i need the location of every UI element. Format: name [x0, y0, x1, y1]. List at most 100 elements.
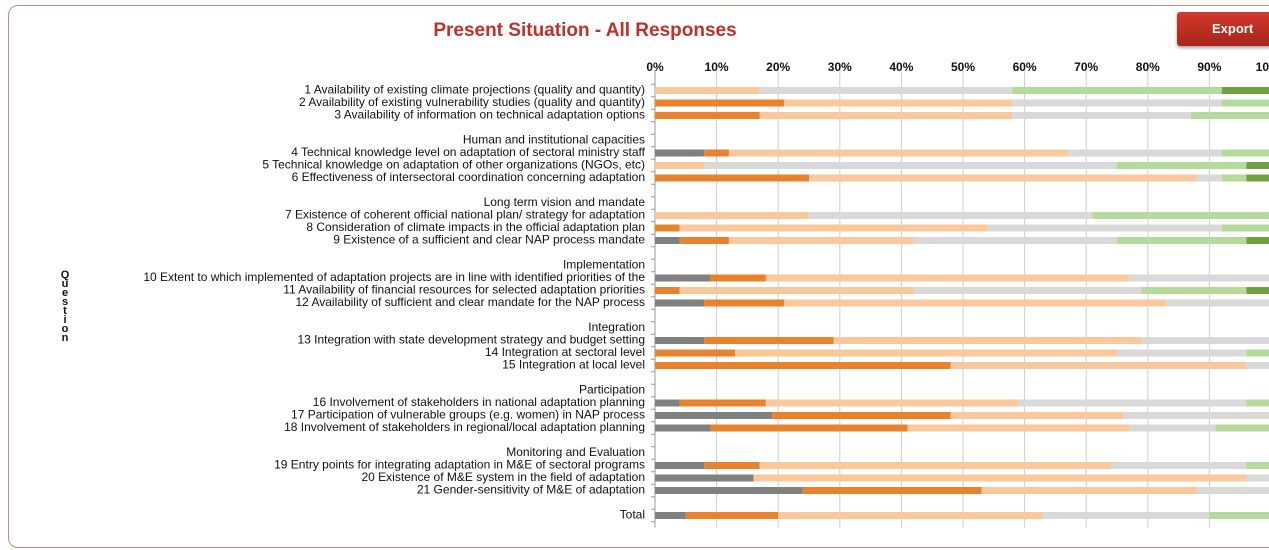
bar-segment: [759, 87, 1013, 94]
bar-segment: [809, 174, 1198, 182]
y-tick-label: Monitoring and Evaluation: [506, 445, 645, 459]
y-tick-label: 9 Existence of a sufficient and clear NA…: [333, 233, 645, 247]
bar-segment: [728, 237, 914, 244]
bar-segment: [784, 99, 1013, 107]
bar-segment: [1190, 112, 1269, 119]
bar-segment: [753, 474, 1247, 482]
bar-segment: [987, 224, 1222, 232]
x-tick-label: 60%: [1013, 60, 1037, 74]
y-tick-label: 1 Availability of existing climate proje…: [304, 83, 645, 97]
bar-segment: [655, 99, 785, 107]
bar-segment: [655, 512, 686, 519]
y-tick-label: 14 Integration at sectoral level: [485, 345, 645, 359]
y-tick-label: Implementation: [563, 258, 645, 272]
bar-segment: [655, 112, 760, 119]
bar-segment: [950, 362, 1247, 369]
bar-segment: [655, 212, 809, 219]
chart-title: Present Situation - All Responses: [433, 20, 736, 41]
export-button[interactable]: Export: [1177, 12, 1269, 46]
bar-segment: [655, 224, 680, 232]
bar-segment: [1221, 174, 1247, 182]
x-tick-label: 70%: [1074, 60, 1098, 74]
bar-segment: [704, 462, 760, 469]
bar-segment: [1221, 99, 1269, 107]
bar-segment: [655, 299, 705, 307]
bar-segment: [1197, 174, 1222, 182]
bar-segment: [802, 487, 982, 494]
bar-segment: [1246, 474, 1269, 482]
bar-segment: [655, 337, 705, 344]
y-tick-label: 12 Availability of sufficient and clear …: [295, 295, 645, 309]
bar-segment: [1117, 162, 1247, 169]
bar-segment: [759, 112, 1013, 119]
y-tick-label: 10 Extent to which implemented of adapta…: [143, 270, 645, 284]
bar-segment: [704, 337, 834, 344]
bar-segment: [1110, 462, 1247, 469]
bar-segment: [1209, 512, 1269, 519]
bar-segment: [704, 162, 1117, 169]
x-tick-label: 40%: [889, 60, 913, 74]
bar-segment: [1246, 362, 1269, 369]
y-tick-label: 11 Availability of financial resources f…: [283, 283, 645, 297]
bar-segment: [679, 224, 988, 232]
bar-segment: [679, 237, 729, 244]
y-tick-label: 18 Involvement of stakeholders in region…: [284, 420, 645, 434]
bar-segment: [833, 337, 1142, 344]
y-tick-label: 3 Availability of information on technic…: [334, 108, 645, 122]
bar-segment: [655, 162, 705, 169]
bar-segment: [1215, 424, 1269, 432]
bar-segment: [655, 287, 680, 294]
bar-segment: [710, 424, 908, 432]
y-tick-label: Long term vision and mandate: [484, 195, 646, 209]
bar-segment: [1246, 162, 1269, 169]
bar-segment: [679, 399, 766, 407]
bar-segment: [1221, 149, 1269, 157]
y-tick-label: 16 Involvement of stakeholders in nation…: [313, 395, 645, 409]
x-tick-label: 80%: [1136, 60, 1160, 74]
y-tick-label: 5 Technical knowledge on adaptation of o…: [262, 158, 645, 172]
bar-segment: [655, 274, 711, 282]
y-tick-label: 21 Gender-sensitivity of M&E of adaptati…: [417, 483, 645, 497]
x-tick-label: 10%: [705, 60, 729, 74]
bar-segment: [1129, 274, 1269, 282]
x-tick-label: 90%: [1197, 60, 1221, 74]
bar-segment: [1123, 412, 1269, 419]
bar-segment: [1246, 237, 1269, 244]
y-tick-label: 8 Consideration of climate impacts in th…: [306, 220, 645, 234]
bar-segment: [704, 149, 729, 157]
y-tick-label: 2 Availability of existing vulnerability…: [299, 95, 645, 109]
y-tick-label: 17 Participation of vulnerable groups (e…: [291, 408, 645, 422]
bar-segment: [1141, 287, 1247, 294]
y-tick-label: Integration: [588, 320, 645, 334]
bar-segment: [655, 237, 680, 244]
bar-segment: [1018, 399, 1247, 407]
bar-segment: [1092, 212, 1269, 219]
bar-segment: [765, 399, 1019, 407]
y-tick-label: Total: [620, 508, 645, 522]
x-tick-label: 30%: [828, 60, 852, 74]
bar-segment: [685, 512, 779, 519]
bar-segment: [655, 87, 760, 94]
x-tick-label: 100%: [1256, 60, 1269, 74]
x-tick-label: 50%: [951, 60, 975, 74]
y-tick-label: Human and institutional capacities: [463, 133, 645, 147]
bar-segment: [1246, 287, 1269, 294]
bar-segment: [1246, 174, 1269, 182]
bar-segment: [907, 424, 1130, 432]
bar-segment: [1129, 424, 1216, 432]
bar-segment: [778, 512, 1044, 519]
y-tick-label: 4 Technical knowledge level on adaptatio…: [291, 145, 645, 159]
bar-segment: [1166, 299, 1269, 307]
y-tick-label: 6 Effectiveness of intersectoral coordin…: [292, 170, 645, 184]
bar-segment: [981, 487, 1198, 494]
bar-segment: [950, 412, 1124, 419]
y-tick-label: 13 Integration with state development st…: [297, 333, 645, 347]
bar-segment: [1117, 349, 1247, 357]
bar-segment: [1221, 87, 1269, 94]
y-axis-label: Question: [59, 269, 71, 341]
bar-segment: [655, 462, 705, 469]
bar-segment: [655, 474, 754, 482]
bar-segment: [1043, 512, 1210, 519]
